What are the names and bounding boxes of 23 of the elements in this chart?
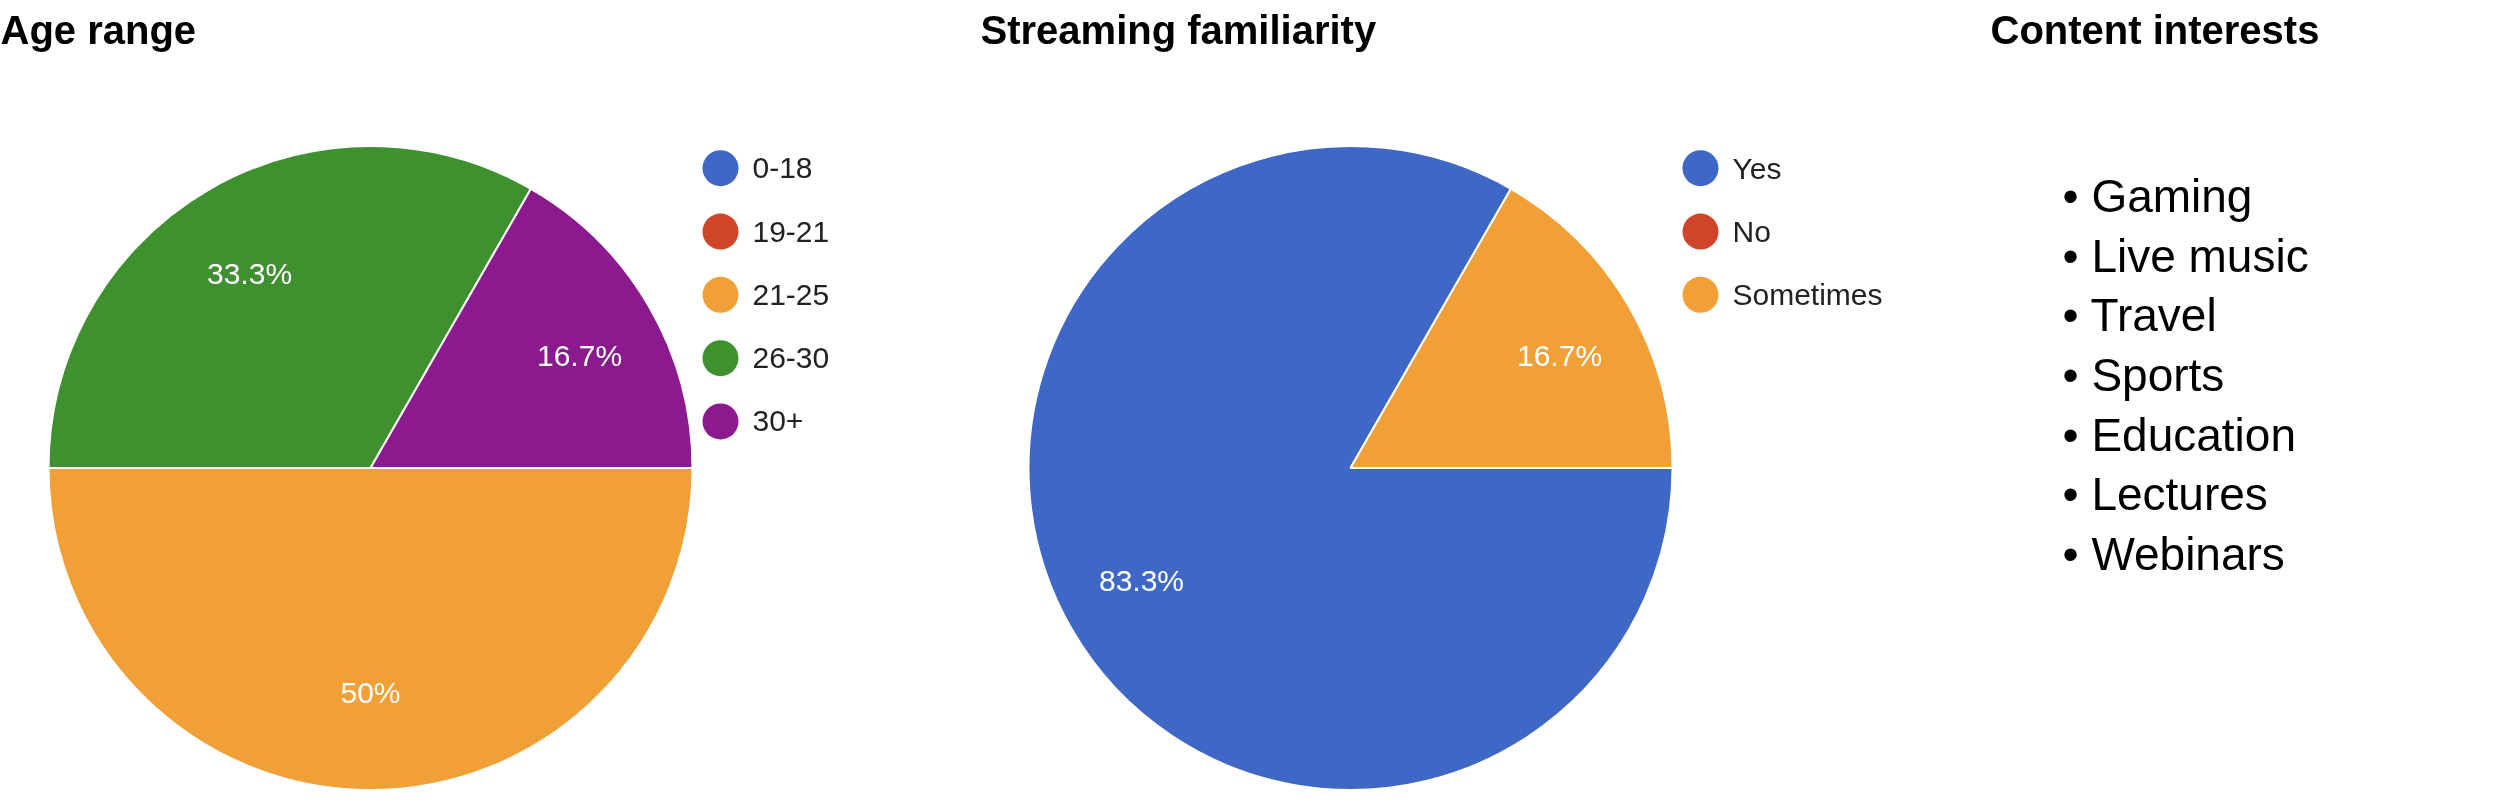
legend-label: 21-25 [752,277,830,311]
data-label: 83.3% [1098,564,1185,598]
data-label: 16.7% [536,338,623,372]
legend-label: 26-30 [752,341,830,375]
text: • Sports [2062,348,2225,401]
text: Content interests [1990,7,2320,52]
text: • Travel [2062,289,2217,342]
legend-label: No [1732,215,1771,249]
chart-title: Streaming familiarity [980,7,1377,52]
data-label: 50% [340,676,401,710]
chart-title: Age range [0,7,197,52]
data-label: 16.7% [1516,338,1603,372]
legend-label: Yes [1732,151,1782,185]
data-label: 33.3% [207,256,293,290]
legend-label: 19-21 [752,214,830,248]
text: • Live music [2062,229,2309,282]
legend-label: Sometimes [1732,278,1883,312]
legend-label: 0-18 [752,151,813,185]
text: • Gaming [2062,170,2253,223]
text: • Education [2062,408,2296,461]
text: • Lectures [2062,468,2268,521]
legend-label: 30+ [752,404,804,438]
text: • Webinars [2062,527,2285,580]
